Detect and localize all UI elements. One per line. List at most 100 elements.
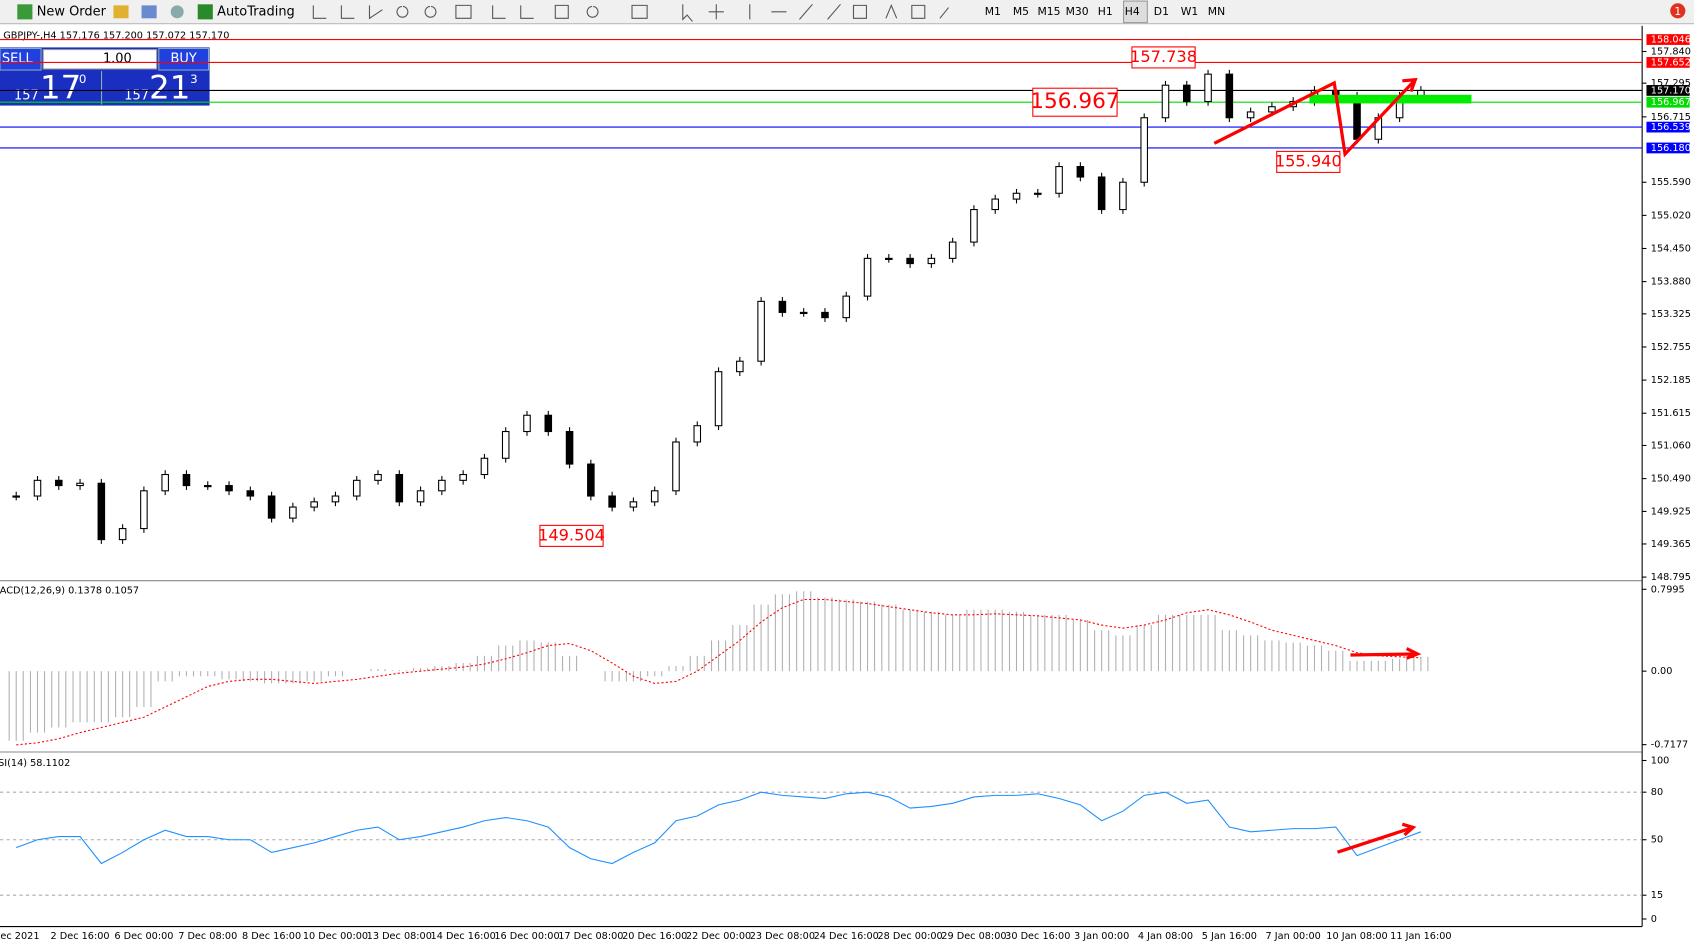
timeframe-button[interactable]: H1 [1098, 5, 1113, 18]
candle [714, 371, 723, 427]
candle [310, 501, 318, 508]
timeframe-button[interactable]: MN [1208, 5, 1225, 18]
x-tick-label: 29 Dec 08:00 [941, 931, 1006, 942]
buy-label[interactable]: BUY [171, 52, 197, 67]
annotation-box [1131, 46, 1196, 69]
y-tick-label: 80 [1651, 787, 1663, 798]
y-tick-label: 152.185 [1651, 375, 1691, 386]
y-tick-label: 149.365 [1651, 539, 1691, 550]
candle [799, 311, 808, 315]
volume-input[interactable] [42, 49, 158, 70]
toolbar [0, 0, 1694, 24]
candle [203, 485, 212, 488]
candle [12, 495, 20, 498]
x-tick-label: 22 Dec 00:00 [686, 931, 751, 942]
candle [246, 490, 255, 497]
candle [970, 209, 978, 243]
green-zone [1309, 94, 1472, 104]
y-tick-label: 155.020 [1651, 210, 1691, 221]
y-tick-label: 151.060 [1651, 440, 1691, 451]
y-tick-label: 156.715 [1651, 112, 1691, 123]
sell-point[interactable]: 0 [79, 72, 87, 86]
y-tick-label: 157.295 [1651, 78, 1691, 89]
timeframe-button[interactable]: H4 [1125, 5, 1140, 18]
x-tick-label: 2 Dec 16:00 [51, 931, 110, 942]
macd-arrow [1350, 647, 1422, 660]
candle [182, 473, 191, 487]
annotation-box [539, 524, 604, 547]
x-tick-label: 7 Dec 08:00 [178, 931, 237, 942]
annotation-box [1032, 87, 1118, 117]
x-tick-label: 11 Jan 16:00 [1390, 931, 1451, 942]
timeframe-button[interactable]: D1 [1154, 5, 1169, 18]
timeframe-button[interactable]: M1 [985, 5, 1001, 18]
candle [374, 473, 382, 481]
level-label: 157.652 [1651, 57, 1691, 68]
toolbar-icon[interactable] [170, 5, 184, 19]
y-tick-label: 15 [1651, 890, 1663, 901]
candle [991, 198, 1000, 211]
y-tick-label: 155.590 [1651, 177, 1691, 188]
toolbar-icon[interactable] [113, 5, 129, 19]
level-label-bg [1646, 85, 1690, 96]
symbol-info: GBPJPY-,H4 157.176 157.200 157.072 157.1… [3, 31, 229, 42]
y-tick-label: 0.00 [1651, 666, 1673, 677]
sell-button[interactable] [0, 47, 42, 71]
candle [459, 473, 467, 481]
sell-label[interactable]: SELL [2, 52, 34, 67]
level-label-bg [1646, 121, 1690, 133]
y-tick-label: 154.450 [1651, 243, 1691, 254]
notification-badge[interactable] [1670, 3, 1686, 19]
timeframe-button[interactable]: W1 [1181, 5, 1199, 18]
candle [1119, 181, 1127, 211]
level-label: 156.967 [1651, 97, 1691, 108]
timeframe-button[interactable]: M30 [1066, 5, 1089, 18]
candle [1204, 73, 1212, 103]
x-tick-label: 8 Dec 16:00 [242, 931, 301, 942]
active-timeframe[interactable] [1123, 0, 1148, 24]
candle [948, 241, 957, 259]
candle [927, 257, 936, 265]
timeframe-button[interactable]: M15 [1038, 5, 1061, 18]
y-tick-label: 50 [1651, 835, 1663, 846]
auto-trading-icon[interactable] [197, 4, 213, 20]
candle [33, 479, 42, 497]
level-label-bg [1646, 96, 1690, 108]
indicator-label: RSI(14) 58.1102 [0, 758, 70, 769]
candle [395, 473, 404, 503]
candle [885, 257, 893, 260]
x-tick-label: 10 Jan 08:00 [1326, 931, 1387, 942]
y-tick-label: 153.325 [1651, 309, 1691, 320]
candle [757, 300, 765, 362]
volume-value[interactable]: 1.00 [103, 52, 132, 67]
buy-pips[interactable]: 21 [149, 68, 190, 106]
toolbar-icon[interactable] [141, 5, 157, 19]
signal-line [16, 598, 1421, 746]
buy-big-figure[interactable]: 157 [124, 88, 149, 103]
auto-trading-button[interactable]: AutoTrading [217, 4, 295, 19]
x-tick-label: 3 Jan 00:00 [1074, 931, 1129, 942]
sell-pips[interactable]: 17 [40, 68, 81, 106]
new-order-button[interactable]: New Order [37, 4, 107, 19]
candle [565, 430, 574, 465]
y-tick-label: 151.615 [1651, 408, 1691, 419]
level-label: 158.046 [1651, 35, 1691, 46]
buy-button[interactable] [158, 47, 210, 71]
new-order-icon[interactable] [17, 4, 33, 20]
rsi-arrow [1336, 822, 1417, 854]
candle [650, 490, 659, 503]
candle [1140, 117, 1148, 183]
annotation: 155.940 [1275, 151, 1342, 170]
candle [416, 490, 425, 503]
buy-point[interactable]: 3 [190, 72, 198, 86]
y-tick-label: -0.7177 [1651, 740, 1688, 751]
level-label: 156.180 [1651, 143, 1691, 154]
x-tick-label: 13 Dec 08:00 [367, 931, 432, 942]
sell-big-figure[interactable]: 157 [14, 88, 39, 103]
plot: 157.840 157.295 156.715 155.590 155.020 154.4… [0, 34, 1691, 942]
timeframe-button[interactable]: M5 [1013, 5, 1029, 18]
candle [821, 311, 829, 319]
candle [693, 425, 702, 443]
notification-count[interactable]: 1 [1674, 5, 1681, 18]
